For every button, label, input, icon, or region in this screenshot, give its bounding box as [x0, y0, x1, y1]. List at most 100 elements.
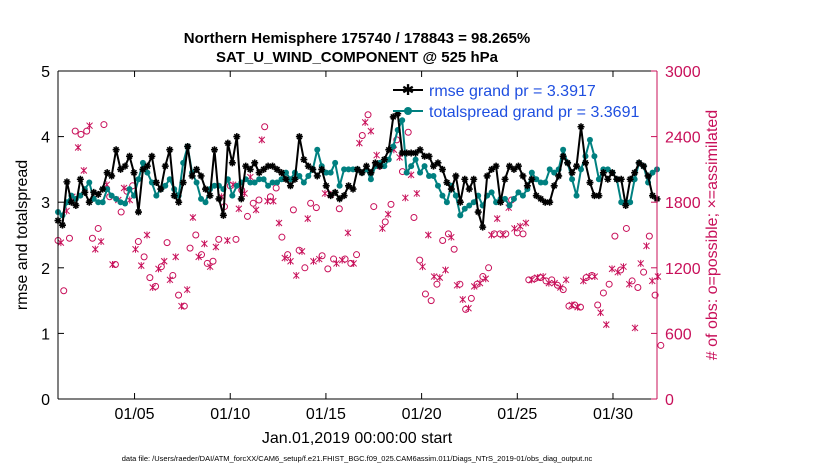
totalspread-point: [113, 195, 120, 202]
obs-possible-point: [65, 234, 73, 242]
rmse-point: [228, 159, 236, 167]
rmse-point: [161, 162, 169, 170]
obs-possible-point: [387, 200, 395, 208]
obs-assimilated-point: [333, 259, 340, 267]
rmse-point: [532, 192, 540, 200]
obs-assimilated-point: [620, 263, 627, 271]
obs-assimilated-point: [206, 263, 214, 271]
rmse-point: [126, 152, 134, 160]
rmse-point: [389, 113, 397, 121]
rmse-point: [434, 159, 442, 167]
obs-assimilated-point: [608, 265, 616, 273]
obs-assimilated-point: [631, 324, 639, 332]
totalspread-point: [211, 182, 218, 189]
totalspread-point: [434, 182, 441, 189]
rmse-point: [407, 149, 415, 157]
obs-possible-point: [152, 282, 160, 290]
totalspread-point: [367, 176, 374, 183]
totalspread-point: [649, 169, 656, 176]
rmse-point: [492, 162, 500, 170]
obs-assimilated-point: [292, 271, 300, 279]
rmse-point: [416, 146, 424, 154]
rmse-point: [291, 175, 299, 183]
obs-possible-point: [467, 294, 475, 302]
totalspread-point: [144, 169, 151, 176]
totalspread-point: [323, 169, 330, 176]
obs-markers: [54, 111, 665, 349]
rmse-point: [461, 175, 469, 183]
rmse-point: [456, 198, 464, 206]
totalspread-point: [595, 176, 602, 183]
totalspread-point: [193, 179, 200, 186]
obs-assimilated-point: [511, 224, 518, 232]
totalspread-point: [515, 189, 522, 196]
rmse-point: [313, 172, 321, 180]
totalspread-point: [604, 166, 611, 173]
rmse-point: [170, 192, 178, 200]
totalspread-point: [265, 182, 272, 189]
rmse-point: [640, 162, 648, 170]
rmse-point: [479, 223, 487, 231]
rmse-point: [63, 178, 71, 186]
rmse-point: [121, 162, 129, 170]
rmse-point: [354, 165, 361, 173]
rmse-point: [175, 198, 183, 206]
rmse-point: [595, 192, 603, 200]
rmse-point: [143, 162, 151, 170]
y-tick-left-label: 5: [41, 64, 50, 81]
obs-assimilated-point: [465, 304, 472, 312]
totalspread-point: [345, 166, 352, 173]
rmse-point: [452, 172, 460, 180]
obs-assimilated-point: [97, 238, 105, 246]
obs-assimilated-point: [57, 239, 65, 247]
x-tick-label: 01/15: [306, 406, 346, 423]
rmse-point: [617, 175, 625, 183]
obs-possible-point: [301, 264, 309, 272]
rmse-point: [197, 172, 205, 180]
obs-possible-point: [100, 121, 108, 129]
rmse-point: [564, 159, 572, 167]
rmse-point: [304, 162, 312, 170]
legend-rmse-label: rmse grand pr = 3.3917: [429, 83, 596, 100]
totalspread-point: [537, 179, 544, 186]
rmse-point: [72, 201, 80, 209]
y-tick-left-label: 2: [41, 261, 50, 278]
obs-possible-point: [622, 224, 630, 232]
rmse-point: [586, 179, 594, 187]
totalspread-point: [439, 192, 446, 199]
obs-possible-point: [358, 132, 366, 140]
rmse-point: [76, 175, 84, 183]
rmse-point: [336, 195, 344, 203]
obs-assimilated-point: [224, 236, 231, 244]
obs-possible-point: [318, 252, 326, 260]
totalspread-point: [300, 179, 307, 186]
totalspread-point: [198, 195, 205, 202]
rmse-point: [112, 146, 120, 154]
obs-possible-point: [324, 265, 332, 273]
y-tick-left-label: 0: [41, 392, 50, 409]
rmse-point: [282, 175, 290, 183]
totalspread-point: [528, 169, 535, 176]
obs-possible-point: [410, 214, 418, 222]
rmse-point: [148, 152, 156, 160]
rmse-point: [403, 149, 411, 157]
obs-possible-point: [611, 232, 619, 240]
totalspread-point: [627, 199, 634, 206]
totalspread-point: [126, 186, 133, 193]
plot-area: [58, 71, 657, 399]
obs-assimilated-point: [80, 166, 88, 174]
obs-possible-point: [312, 204, 320, 212]
obs-possible-point: [146, 274, 154, 282]
rmse-point: [237, 195, 245, 203]
obs-possible-point: [192, 231, 200, 239]
obs-possible-point: [599, 289, 607, 297]
rmse-point: [184, 142, 192, 150]
obs-possible-point: [198, 251, 206, 259]
totalspread-point: [426, 172, 433, 179]
totalspread-point: [202, 199, 209, 206]
obs-assimilated-point: [356, 139, 363, 147]
rmse-point: [318, 165, 326, 173]
rmse-point: [340, 192, 348, 200]
obs-assimilated-point: [516, 222, 524, 230]
rmse-point: [519, 172, 527, 180]
